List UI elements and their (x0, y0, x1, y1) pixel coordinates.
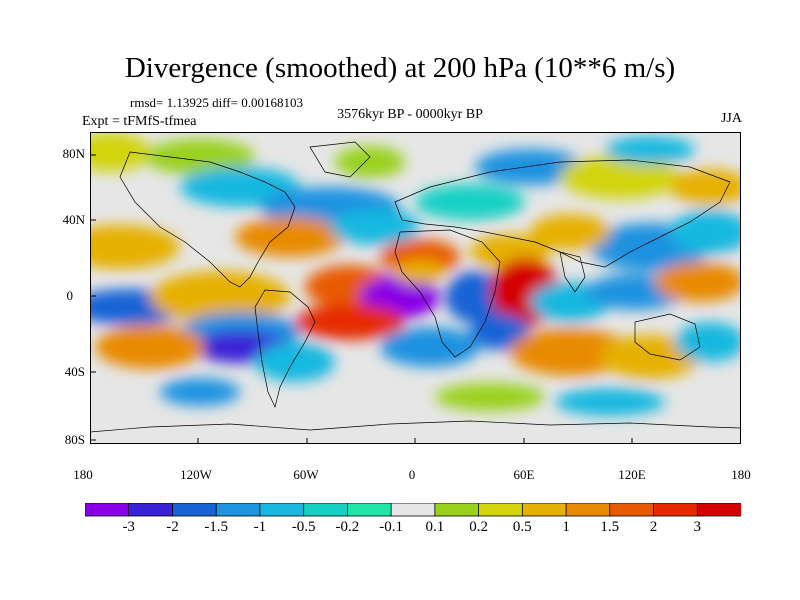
season-label: JJA (720, 111, 742, 126)
colorbar-swatch (85, 503, 130, 517)
colorbar-label: 3 (693, 519, 702, 535)
axis-ticks (90, 154, 633, 444)
contour-fields (90, 132, 741, 416)
period-label: 3576kyr BP - 0000kyr BP (337, 107, 483, 122)
lat-tick-label: 80S (64, 432, 85, 447)
lon-tick-label: 120E (618, 467, 646, 482)
lon-tick-label: 180 (731, 467, 751, 482)
lat-tick-label: 40N (62, 212, 85, 227)
colorbar-swatch (390, 503, 436, 517)
colorbar-label: 2 (649, 519, 658, 535)
colorbar-label: 0.1 (425, 519, 445, 535)
colorbar-label: 1.5 (600, 519, 620, 535)
colorbar-swatch (215, 503, 261, 517)
chart-title: Divergence (smoothed) at 200 hPa (10**6 … (124, 52, 676, 84)
colorbar-label: -2 (166, 519, 179, 535)
lon-tick-label: 60E (513, 467, 535, 482)
colorbar-swatch (478, 503, 524, 517)
colorbar-label: -0.1 (379, 519, 403, 535)
colorbar-label: 0.2 (469, 519, 488, 535)
divergence-map (90, 132, 741, 444)
colorbar-swatch (696, 503, 741, 517)
colorbar-swatch (521, 503, 567, 517)
lon-tick-label: 120W (180, 467, 212, 482)
coastline-outlines (90, 141, 741, 433)
experiment-label: Expt = tFMfS-tfmea (82, 114, 197, 129)
colorbar-swatch (303, 503, 349, 517)
lon-tick-label: 180 (73, 467, 93, 482)
colorbar-swatch (653, 503, 699, 517)
stats-label: rmsd= 1.13925 diff= 0.00168103 (130, 95, 303, 110)
colorbar-swatch (565, 503, 611, 517)
colorbar-label: 1 (562, 519, 570, 535)
colorbar-swatch (172, 503, 218, 517)
colorbar-label: -1 (253, 519, 267, 535)
colorbar-swatch (434, 503, 480, 517)
colorbar-swatch (128, 503, 174, 517)
colorbar-label: -3 (122, 519, 135, 535)
lat-tick-label: 40S (64, 364, 85, 379)
colorbar (85, 503, 741, 517)
colorbar-label: -0.2 (335, 519, 360, 535)
lat-tick-label: 80N (62, 146, 85, 161)
colorbar-swatch (609, 503, 655, 517)
colorbar-label: -1.5 (204, 519, 229, 535)
lon-tick-label: 0 (408, 467, 416, 482)
colorbar-label: 0.5 (512, 519, 532, 535)
colorbar-swatch (346, 503, 393, 517)
lat-tick-label: 0 (66, 288, 74, 303)
lon-tick-label: 60W (293, 467, 319, 482)
colorbar-label: -0.5 (291, 519, 316, 535)
colorbar-swatch (259, 503, 305, 517)
